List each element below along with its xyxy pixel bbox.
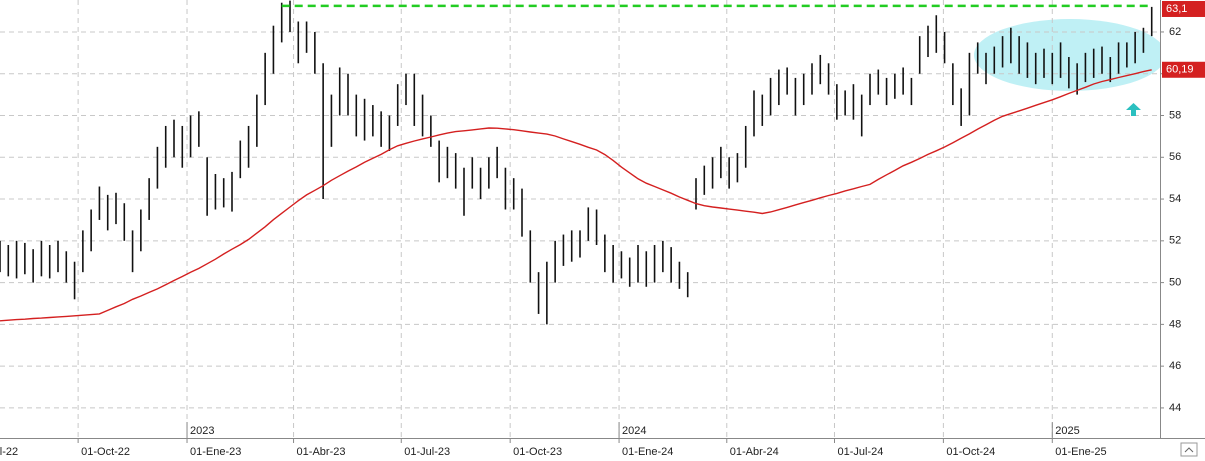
y-tick-label: 44 <box>1169 402 1181 414</box>
y-tick-label: 46 <box>1169 360 1181 372</box>
x-tick-label: 01-Jul-24 <box>837 446 883 458</box>
x-tick-label: 01-Ene-24 <box>622 446 673 458</box>
x-tick-label: 01-Oct-23 <box>513 446 562 458</box>
value-box-label: 60,19 <box>1166 64 1194 76</box>
y-tick-label: 48 <box>1169 318 1181 330</box>
x-tick-label: 01-Jul-22 <box>0 446 18 458</box>
arrow-icon <box>1126 103 1141 116</box>
x-tick-label: 01-Ene-23 <box>190 446 241 458</box>
plot-area <box>0 0 1160 438</box>
y-tick-label: 52 <box>1169 235 1181 247</box>
x-tick-label: 01-Oct-22 <box>81 446 130 458</box>
year-label: 2023 <box>190 425 214 437</box>
x-tick-label: 01-Abr-23 <box>297 446 346 458</box>
x-tick-label: 01-Abr-24 <box>730 446 779 458</box>
value-box <box>1162 61 1205 78</box>
corner-icon <box>1184 447 1194 453</box>
value-box <box>1162 0 1205 17</box>
y-tick-label: 58 <box>1169 109 1181 121</box>
x-tick-label: 01-Jul-23 <box>404 446 450 458</box>
y-tick-label: 56 <box>1169 151 1181 163</box>
y-tick-label: 54 <box>1169 193 1181 205</box>
y-tick-label: 50 <box>1169 277 1181 289</box>
y-tick-label: 62 <box>1169 26 1181 38</box>
x-tick-label: 01-Ene-25 <box>1055 446 1106 458</box>
moving-average-line <box>0 69 1152 322</box>
x-tick-label: 01-Oct-24 <box>946 446 995 458</box>
corner-button[interactable] <box>1180 442 1198 457</box>
value-box-label: 63,1 <box>1166 3 1187 15</box>
year-label: 2024 <box>622 425 646 437</box>
year-label: 2025 <box>1055 425 1079 437</box>
